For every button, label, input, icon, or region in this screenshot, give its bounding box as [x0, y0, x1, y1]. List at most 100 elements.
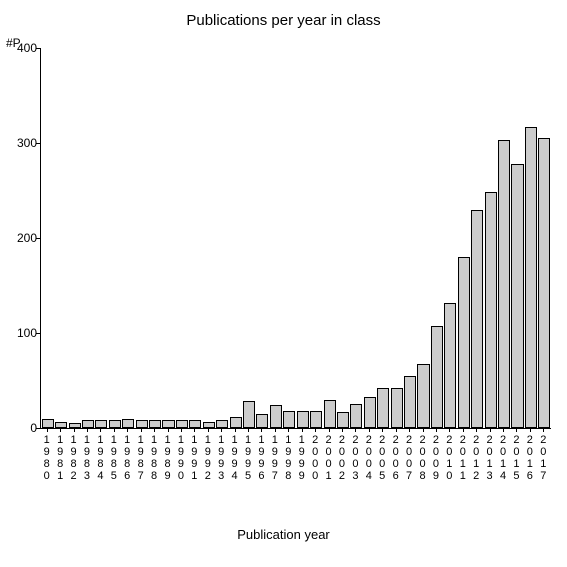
xtick-mark	[181, 428, 182, 432]
bar-slot	[497, 48, 510, 428]
xtick-mark	[503, 428, 504, 432]
bar	[256, 414, 268, 428]
xtick-label: 1982	[70, 434, 78, 482]
xtick-mark	[516, 428, 517, 432]
xtick-mark	[463, 428, 464, 432]
xtick-label: 1997	[271, 434, 279, 482]
bar-slot	[511, 48, 524, 428]
xtick-mark	[47, 428, 48, 432]
bar-slot	[95, 48, 108, 428]
xtick-label: 2006	[392, 434, 400, 482]
xtick-label: 2007	[405, 434, 413, 482]
bar	[538, 138, 550, 428]
bar	[283, 411, 295, 428]
x-axis-label: Publication year	[0, 527, 567, 542]
xtick-mark	[114, 428, 115, 432]
xtick-label: 2012	[472, 434, 480, 482]
xtick-mark	[261, 428, 262, 432]
bar	[498, 140, 510, 428]
bar-slot	[135, 48, 148, 428]
bar-slot	[417, 48, 430, 428]
xtick-mark	[100, 428, 101, 432]
xtick-label: 2002	[338, 434, 346, 482]
xtick-mark	[382, 428, 383, 432]
xtick-label: 2004	[365, 434, 373, 482]
bar	[203, 422, 215, 428]
xtick-label: 1983	[83, 434, 91, 482]
xtick-label: 1996	[257, 434, 265, 482]
xtick-mark	[342, 428, 343, 432]
bars-group	[41, 48, 551, 428]
xtick-mark	[530, 428, 531, 432]
xtick-mark	[369, 428, 370, 432]
bar-slot	[242, 48, 255, 428]
bar	[122, 419, 134, 429]
bar	[511, 164, 523, 428]
bar-slot	[229, 48, 242, 428]
bar-slot	[538, 48, 551, 428]
bar	[82, 420, 94, 428]
ytick-label: 100	[17, 326, 37, 340]
bar-slot	[269, 48, 282, 428]
xtick-mark	[221, 428, 222, 432]
xtick-mark	[355, 428, 356, 432]
xtick-label: 2000	[311, 434, 319, 482]
xtick-label: 2001	[325, 434, 333, 482]
xtick-mark	[248, 428, 249, 432]
xtick-mark	[302, 428, 303, 432]
bar-slot	[336, 48, 349, 428]
xtick-label: 1980	[43, 434, 51, 482]
bar-slot	[296, 48, 309, 428]
bar-slot	[189, 48, 202, 428]
bar	[176, 420, 188, 428]
plot-area	[40, 48, 551, 429]
bar-slot	[41, 48, 54, 428]
xtick-label: 1986	[123, 434, 131, 482]
bar-slot	[524, 48, 537, 428]
xtick-mark	[423, 428, 424, 432]
bar	[310, 411, 322, 428]
xtick-label: 2005	[378, 434, 386, 482]
xtick-mark	[275, 428, 276, 432]
xtick-label: 1999	[298, 434, 306, 482]
xtick-mark	[329, 428, 330, 432]
bar-slot	[377, 48, 390, 428]
xtick-label: 2016	[526, 434, 534, 482]
xtick-label: 1990	[177, 434, 185, 482]
bar	[162, 420, 174, 428]
xtick-mark	[449, 428, 450, 432]
bar-slot	[403, 48, 416, 428]
bar	[350, 404, 362, 428]
bar	[297, 411, 309, 428]
xtick-mark	[168, 428, 169, 432]
bar-slot	[471, 48, 484, 428]
bar-slot	[283, 48, 296, 428]
bar-slot	[202, 48, 215, 428]
bar	[95, 420, 107, 428]
bar-slot	[309, 48, 322, 428]
xtick-label: 1984	[96, 434, 104, 482]
bar-slot	[122, 48, 135, 428]
xtick-label: 1985	[110, 434, 118, 482]
bar	[525, 127, 537, 428]
bar	[149, 420, 161, 428]
ytick-label: 200	[17, 231, 37, 245]
bar	[444, 303, 456, 428]
bar-slot	[484, 48, 497, 428]
bar	[136, 420, 148, 428]
bar	[337, 412, 349, 428]
bar	[404, 376, 416, 428]
bar-slot	[162, 48, 175, 428]
xtick-label: 1998	[284, 434, 292, 482]
xtick-mark	[194, 428, 195, 432]
bar-slot	[444, 48, 457, 428]
bar-slot	[363, 48, 376, 428]
bar	[364, 397, 376, 428]
xtick-mark	[154, 428, 155, 432]
xtick-mark	[288, 428, 289, 432]
xtick-mark	[127, 428, 128, 432]
bar	[431, 326, 443, 428]
xtick-mark	[87, 428, 88, 432]
bar-slot	[108, 48, 121, 428]
bar	[109, 420, 121, 428]
